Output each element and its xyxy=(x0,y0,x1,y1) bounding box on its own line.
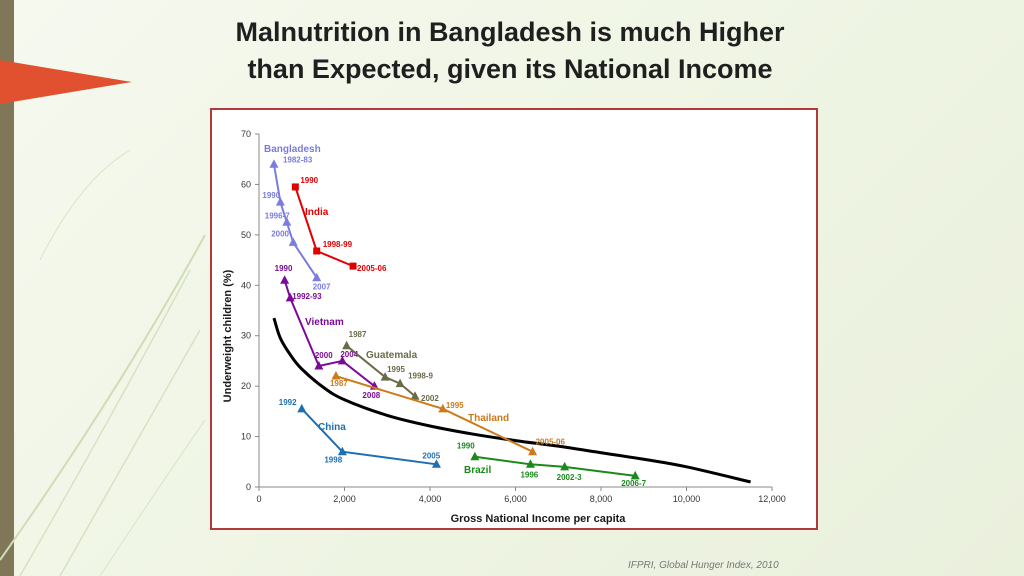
point-label-brazil: 1996 xyxy=(520,470,538,479)
data-point-bangladesh xyxy=(282,217,292,226)
point-label-guatemala: 1998-9 xyxy=(408,372,433,381)
data-point-bangladesh xyxy=(275,197,285,206)
point-label-vietnam: 1990 xyxy=(275,264,293,273)
source-footnote: IFPRI, Global Hunger Index, 2010 xyxy=(628,560,779,571)
point-label-guatemala: 1987 xyxy=(349,330,367,339)
data-point-china xyxy=(297,403,307,413)
series-line-india xyxy=(294,186,354,268)
series-name-bangladesh: Bangladesh xyxy=(264,144,321,155)
series-name-india: India xyxy=(305,207,329,218)
x-tick-label: 10,000 xyxy=(673,494,701,504)
data-point-thailand xyxy=(438,403,448,413)
point-label-guatemala: 1995 xyxy=(387,365,405,374)
point-label-thailand: 2005-06 xyxy=(536,438,566,447)
point-label-vietnam: 1992-93 xyxy=(292,292,322,301)
data-point-vietnam xyxy=(337,355,347,365)
data-point-brazil xyxy=(470,451,480,461)
data-point-guatemala xyxy=(380,372,390,381)
chart-svg: 0 10 20 30 40 50 60 70 0 2,000 4,000 6,000 8,000 10,0… xyxy=(222,129,786,525)
data-point-bangladesh xyxy=(269,159,279,168)
point-label-bangladesh: 1990 xyxy=(262,191,280,200)
y-tick-label: 0 xyxy=(246,482,251,492)
data-point-bangladesh xyxy=(312,272,322,282)
x-tick-label: 12,000 xyxy=(758,494,786,504)
series-vietnam: 1990 1992-93 2000 2004 2008 Vietnam xyxy=(275,264,381,400)
point-label-vietnam: 2008 xyxy=(362,391,380,400)
point-label-india: 1998-99 xyxy=(323,240,353,249)
series-brazil: 1990 1996 2002-3 2006-7 Brazil xyxy=(457,442,647,488)
series-name-guatemala: Guatemala xyxy=(366,350,418,361)
series-thailand: 1987 1995 2005-06 Thailand xyxy=(330,371,566,456)
series-bangladesh: 1982-83 1990 1996-7 2000 2007 Bangladesh xyxy=(262,144,331,292)
data-point-india xyxy=(291,183,299,191)
title-line-1: Malnutrition in Bangladesh is much Highe… xyxy=(235,17,785,47)
y-axis-label: Underweight children (%) xyxy=(222,269,234,402)
chart-axes: 0 10 20 30 40 50 60 70 0 2,000 4,000 6,000 8,000 10,0… xyxy=(241,129,786,504)
point-label-brazil: 1990 xyxy=(457,442,475,451)
point-label-brazil: 2006-7 xyxy=(621,479,646,488)
y-tick-label: 40 xyxy=(241,280,251,290)
x-tick-label: 8,000 xyxy=(590,494,613,504)
x-tick-label: 2,000 xyxy=(333,494,356,504)
data-point-thailand xyxy=(331,371,341,380)
title-arrow-tab xyxy=(0,60,132,104)
point-label-china: 1992 xyxy=(279,398,297,407)
x-tick-label: 6,000 xyxy=(504,494,527,504)
series-india: 1990 1998-99 2005-06 India xyxy=(291,176,387,273)
point-label-china: 1998 xyxy=(324,456,342,465)
chart-frame: 0 10 20 30 40 50 60 70 0 2,000 4,000 6,000 8,000 10,0… xyxy=(210,108,818,530)
data-point-brazil xyxy=(630,470,640,480)
series-name-vietnam: Vietnam xyxy=(305,317,344,328)
data-point-vietnam xyxy=(314,360,324,370)
series-name-china: China xyxy=(318,422,346,433)
data-point-india xyxy=(313,247,321,255)
slide-title: Malnutrition in Bangladesh is much Highe… xyxy=(160,14,860,88)
y-tick-label: 20 xyxy=(241,381,251,391)
data-point-guatemala xyxy=(410,391,420,400)
point-label-vietnam: 2000 xyxy=(315,351,333,360)
data-point-india xyxy=(349,262,357,270)
point-label-brazil: 2002-3 xyxy=(557,473,582,482)
point-label-vietnam: 2004 xyxy=(340,350,358,359)
y-tick-label: 70 xyxy=(241,129,251,139)
data-point-thailand xyxy=(528,446,538,456)
data-point-bangladesh xyxy=(288,237,298,246)
series-name-brazil: Brazil xyxy=(464,465,491,476)
point-label-bangladesh: 1982-83 xyxy=(283,155,313,164)
y-tick-label: 10 xyxy=(241,432,251,442)
data-point-guatemala xyxy=(342,340,352,350)
point-label-guatemala: 2002 xyxy=(421,394,439,403)
data-point-china xyxy=(337,446,347,456)
data-point-vietnam xyxy=(280,275,290,284)
data-point-vietnam xyxy=(285,292,295,302)
x-tick-label: 4,000 xyxy=(419,494,442,504)
series-name-thailand: Thailand xyxy=(468,413,509,424)
y-tick-label: 60 xyxy=(241,179,251,189)
data-point-guatemala xyxy=(395,378,405,388)
series-china: 1992 1998 2005 China xyxy=(279,398,441,468)
x-tick-label: 0 xyxy=(256,494,261,504)
x-axis-label: Gross National Income per capita xyxy=(451,513,627,525)
point-label-china: 2005 xyxy=(422,451,440,460)
y-tick-label: 30 xyxy=(241,331,251,341)
y-tick-label: 50 xyxy=(241,230,251,240)
point-label-bangladesh: 1996-7 xyxy=(265,211,290,220)
data-point-brazil xyxy=(525,459,535,468)
series-line-china xyxy=(301,408,437,466)
point-label-thailand: 1995 xyxy=(446,401,464,410)
series-line-brazil xyxy=(474,455,636,477)
trend-curve xyxy=(272,317,751,484)
series-layer: 1982-8319901996-720002007Bangladesh19901… xyxy=(262,144,646,488)
point-label-india: 2005-06 xyxy=(357,264,387,273)
data-point-china xyxy=(431,459,441,468)
data-point-brazil xyxy=(560,461,570,471)
title-line-2: than Expected, given its National Income xyxy=(247,54,773,84)
trend-curve-layer xyxy=(272,317,751,484)
series-line-guatemala xyxy=(346,345,416,397)
point-label-india: 1990 xyxy=(300,176,318,185)
point-label-bangladesh: 2000 xyxy=(271,229,289,238)
point-label-bangladesh: 2007 xyxy=(313,283,331,292)
point-label-thailand: 1987 xyxy=(330,379,348,388)
